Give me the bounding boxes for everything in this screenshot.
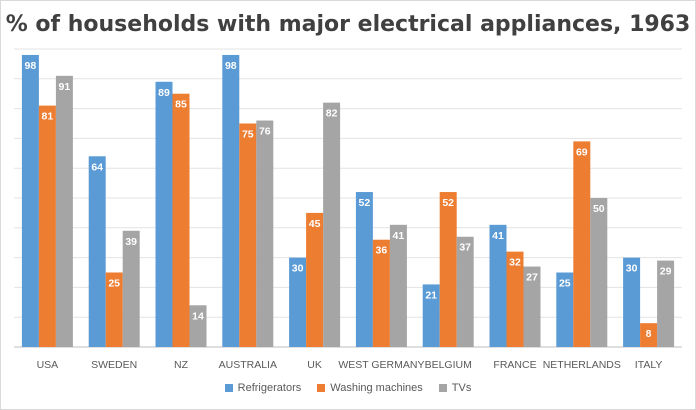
bar-tvs-netherlands bbox=[590, 198, 608, 347]
data-label: 27 bbox=[526, 272, 538, 284]
data-label: 81 bbox=[42, 111, 54, 123]
data-label: 30 bbox=[292, 263, 304, 275]
legend-label: Refrigerators bbox=[237, 382, 302, 394]
data-label: 91 bbox=[59, 81, 71, 93]
x-axis: USA SWEDEN NZ AUSTRALIA UK WEST GERMANY BELGIU… bbox=[37, 359, 663, 371]
bar-washing-machines-usa bbox=[38, 105, 56, 348]
bar-tvs-west-germany bbox=[389, 224, 407, 347]
x-tick-label: ITALY bbox=[635, 359, 663, 371]
bar-washing-machines-sweden bbox=[105, 272, 123, 347]
legend-item-tvs: TVs bbox=[438, 382, 472, 394]
bar-tvs-italy bbox=[657, 260, 675, 347]
bar-refrigerators-belgium bbox=[422, 284, 440, 347]
data-label: 25 bbox=[559, 278, 571, 290]
legend-item-refrigerators: Refrigerators bbox=[224, 382, 302, 394]
bar-tvs-australia bbox=[256, 120, 274, 348]
data-label: 98 bbox=[225, 60, 237, 72]
bar-refrigerators-sweden bbox=[88, 156, 106, 347]
bar-washing-machines-nz bbox=[172, 93, 190, 347]
data-label: 82 bbox=[326, 108, 338, 120]
bar-washing-machines-belgium bbox=[439, 192, 457, 347]
bar-refrigerators-west-germany bbox=[355, 192, 373, 347]
x-tick-label: WEST GERMANY bbox=[338, 359, 424, 371]
x-tick-label: BELGIUM bbox=[425, 359, 472, 371]
x-tick-label: AUSTRALIA bbox=[219, 359, 277, 371]
legend-label: Washing machines bbox=[330, 382, 423, 394]
x-tick-label: FRANCE bbox=[493, 359, 536, 371]
x-tick-label: SWEDEN bbox=[91, 359, 137, 371]
x-tick-label: USA bbox=[37, 359, 59, 371]
bar-washing-machines-netherlands bbox=[573, 141, 591, 347]
x-tick-label: UK bbox=[307, 359, 322, 371]
data-label: 85 bbox=[175, 99, 187, 111]
data-label: 89 bbox=[158, 87, 170, 99]
data-label: 37 bbox=[459, 242, 471, 254]
data-label: 36 bbox=[376, 245, 388, 257]
bar-refrigerators-italy bbox=[623, 257, 641, 347]
legend-item-washing-machines: Washing machines bbox=[317, 382, 423, 394]
data-label: 32 bbox=[509, 257, 521, 269]
bar-tvs-uk bbox=[323, 102, 341, 347]
data-label: 41 bbox=[492, 230, 504, 242]
data-label: 75 bbox=[242, 129, 254, 141]
chart-title: % of households with major electrical ap… bbox=[5, 12, 691, 37]
bar-refrigerators-netherlands bbox=[556, 272, 574, 347]
bar-refrigerators-usa bbox=[21, 54, 39, 348]
legend-swatch bbox=[317, 384, 326, 392]
bar-tvs-usa bbox=[55, 75, 73, 347]
data-label: 98 bbox=[25, 60, 37, 72]
bar-tvs-sweden bbox=[122, 230, 140, 347]
data-label: 50 bbox=[593, 203, 605, 215]
data-label: 52 bbox=[442, 197, 454, 209]
data-label: 30 bbox=[626, 263, 638, 275]
data-label: 52 bbox=[359, 197, 371, 209]
legend-swatch bbox=[224, 384, 233, 392]
bar-washing-machines-australia bbox=[239, 123, 257, 347]
x-tick-label: NZ bbox=[174, 359, 189, 371]
bar-refrigerators-australia bbox=[222, 54, 240, 348]
bars: 98 81 91 64 25 39 89 85 14 98 75 76 30 45 82 52 36 41 21 52… bbox=[21, 54, 675, 348]
data-label: 41 bbox=[393, 230, 405, 242]
bar-washing-machines-uk bbox=[306, 212, 324, 347]
data-label: 45 bbox=[309, 218, 321, 230]
bar-tvs-nz bbox=[189, 305, 207, 347]
bar-washing-machines-west-germany bbox=[372, 239, 390, 347]
bar-washing-machines-italy bbox=[640, 323, 658, 347]
bar-refrigerators-nz bbox=[155, 81, 173, 347]
data-label: 25 bbox=[108, 278, 120, 290]
bar-tvs-france bbox=[523, 266, 541, 347]
legend-label: TVs bbox=[451, 382, 472, 394]
bar-tvs-belgium bbox=[456, 236, 474, 347]
legend-swatch bbox=[438, 384, 447, 392]
data-label: 69 bbox=[576, 146, 588, 158]
legend: Refrigerators Washing machines TVs bbox=[0, 382, 696, 394]
bar-washing-machines-france bbox=[506, 251, 524, 347]
data-label: 64 bbox=[91, 161, 103, 173]
bar-refrigerators-uk bbox=[289, 257, 307, 347]
data-label: 76 bbox=[259, 126, 271, 138]
data-label: 29 bbox=[660, 266, 672, 278]
data-label: 14 bbox=[192, 310, 204, 322]
bar-refrigerators-france bbox=[489, 224, 507, 347]
data-label: 39 bbox=[125, 236, 137, 248]
data-label: 8 bbox=[646, 328, 652, 340]
data-label: 21 bbox=[425, 289, 437, 301]
x-tick-label: NETHERLANDS bbox=[543, 359, 621, 371]
